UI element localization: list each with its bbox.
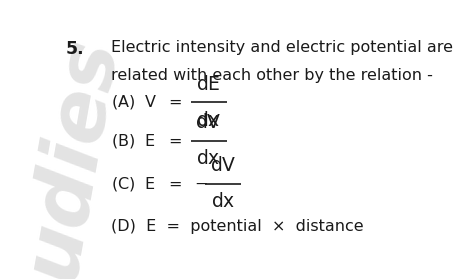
Text: $\mathrm{dx}$: $\mathrm{dx}$ <box>196 111 221 130</box>
Text: $\mathrm{dE}$: $\mathrm{dE}$ <box>196 74 221 94</box>
Text: 5.: 5. <box>66 40 84 58</box>
Text: $\mathrm{dV}$: $\mathrm{dV}$ <box>210 156 236 175</box>
Text: related with each other by the relation -: related with each other by the relation … <box>111 68 433 83</box>
Text: $\mathrm{dV}$: $\mathrm{dV}$ <box>195 113 222 132</box>
Text: (B)  E  $=$: (B) E $=$ <box>111 132 182 150</box>
Text: Electric intensity and electric potential are: Electric intensity and electric potentia… <box>111 40 453 55</box>
Text: udies: udies <box>13 31 132 279</box>
Text: (D)  E  =  potential  ×  distance: (D) E = potential × distance <box>111 219 363 234</box>
Text: (A)  V  $=$: (A) V $=$ <box>111 93 182 111</box>
Text: $\mathrm{dx}$: $\mathrm{dx}$ <box>196 150 221 169</box>
Text: (C)  E  $=$  $-$: (C) E $=$ $-$ <box>111 175 209 193</box>
Text: $\mathrm{dx}$: $\mathrm{dx}$ <box>211 193 235 211</box>
